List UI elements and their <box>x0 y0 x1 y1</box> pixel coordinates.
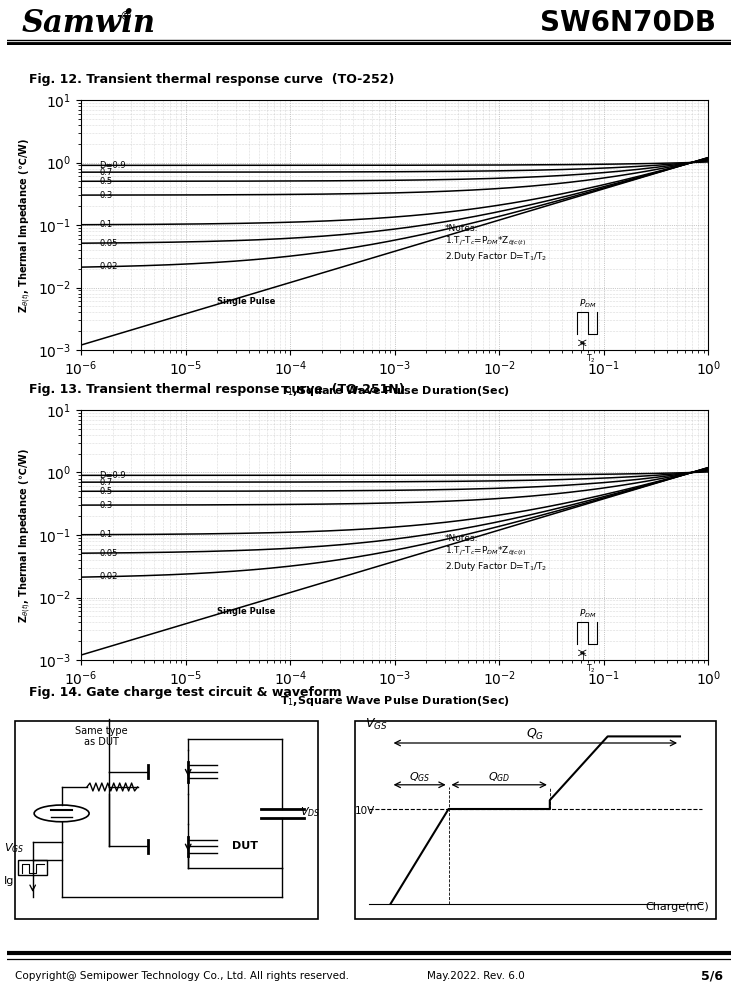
Text: 0.5: 0.5 <box>99 177 112 186</box>
Text: $V_{DS}$: $V_{DS}$ <box>300 806 320 819</box>
Text: ®: ® <box>120 10 132 23</box>
Text: May.2022. Rev. 6.0: May.2022. Rev. 6.0 <box>427 971 525 981</box>
Text: Fig. 12. Transient thermal response curve  (TO-252): Fig. 12. Transient thermal response curv… <box>29 73 394 86</box>
Text: 0.1: 0.1 <box>99 530 112 539</box>
Text: 0.02: 0.02 <box>99 262 117 271</box>
Text: T: T <box>581 653 585 662</box>
Bar <box>15 721 318 919</box>
Text: 0.3: 0.3 <box>99 501 112 510</box>
Text: *Notes:
1.T$_j$-T$_c$=P$_{DM}$*Z$_{\theta jc(t)}$
2.Duty Factor D=T$_1$/T$_2$: *Notes: 1.T$_j$-T$_c$=P$_{DM}$*Z$_{\thet… <box>445 224 547 263</box>
Text: $V_{GS}$: $V_{GS}$ <box>4 841 24 855</box>
Text: *Notes:
1.T$_j$-T$_c$=P$_{DM}$*Z$_{\theta jc(t)}$
2.Duty Factor D=T$_1$/T$_2$: *Notes: 1.T$_j$-T$_c$=P$_{DM}$*Z$_{\thet… <box>445 534 547 573</box>
Text: Samwin: Samwin <box>22 7 156 38</box>
Text: Ig: Ig <box>4 876 14 886</box>
Text: Single Pulse: Single Pulse <box>217 297 275 306</box>
Text: 0.05: 0.05 <box>99 549 117 558</box>
Text: 0.02: 0.02 <box>99 572 117 581</box>
Bar <box>18 860 47 875</box>
Text: Copyright@ Semipower Technology Co., Ltd. All rights reserved.: Copyright@ Semipower Technology Co., Ltd… <box>15 971 348 981</box>
Text: Single Pulse: Single Pulse <box>217 607 275 616</box>
Text: T$_2$: T$_2$ <box>587 663 596 675</box>
Text: Fig. 14. Gate charge test circuit & waveform: Fig. 14. Gate charge test circuit & wave… <box>29 686 342 699</box>
Y-axis label: Z$_{\theta(t)}$, Thermal Impedance (℃/W): Z$_{\theta(t)}$, Thermal Impedance (℃/W) <box>17 447 32 623</box>
X-axis label: T$_1$,Square Wave Pulse Duration(Sec): T$_1$,Square Wave Pulse Duration(Sec) <box>280 384 510 398</box>
Text: 0.5: 0.5 <box>99 487 112 496</box>
Text: 0.05: 0.05 <box>99 239 117 248</box>
Text: 0.1: 0.1 <box>99 220 112 229</box>
Text: $V_{GS}$: $V_{GS}$ <box>365 717 388 732</box>
Text: $P_{DM}$: $P_{DM}$ <box>579 297 597 310</box>
Text: D=0.9: D=0.9 <box>99 161 125 170</box>
Text: $Q_G$: $Q_G$ <box>526 726 545 742</box>
Text: $Q_{GS}$: $Q_{GS}$ <box>409 770 430 784</box>
Y-axis label: Z$_{\theta(t)}$, Thermal Impedance (℃/W): Z$_{\theta(t)}$, Thermal Impedance (℃/W) <box>17 137 32 313</box>
Text: $P_{DM}$: $P_{DM}$ <box>579 607 597 620</box>
Text: T: T <box>581 343 585 352</box>
Text: 0.7: 0.7 <box>99 478 112 487</box>
Text: D=0.9: D=0.9 <box>99 471 125 480</box>
Text: $Q_{GD}$: $Q_{GD}$ <box>488 770 511 784</box>
Text: 0.7: 0.7 <box>99 168 112 177</box>
Text: SW6N70DB: SW6N70DB <box>540 9 716 37</box>
Text: 5/6: 5/6 <box>701 970 723 982</box>
Text: 0.3: 0.3 <box>99 191 112 200</box>
Text: 10V: 10V <box>354 806 375 816</box>
Bar <box>354 721 716 919</box>
Text: Charge(nC): Charge(nC) <box>645 902 709 912</box>
X-axis label: T$_1$,Square Wave Pulse Duration(Sec): T$_1$,Square Wave Pulse Duration(Sec) <box>280 694 510 708</box>
Text: Same type
as DUT: Same type as DUT <box>75 726 128 747</box>
Text: Fig. 13. Transient thermal response curve  (TO-251N): Fig. 13. Transient thermal response curv… <box>29 383 404 396</box>
Text: T$_2$: T$_2$ <box>587 353 596 365</box>
Text: DUT: DUT <box>232 841 258 851</box>
